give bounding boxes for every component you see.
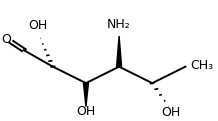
Text: OH: OH: [76, 105, 95, 118]
Text: OH: OH: [161, 106, 181, 119]
Text: CH₃: CH₃: [191, 59, 214, 72]
Text: NH₂: NH₂: [107, 18, 131, 31]
Polygon shape: [83, 83, 89, 107]
Polygon shape: [117, 36, 122, 67]
Text: OH: OH: [29, 19, 48, 32]
Text: O: O: [1, 33, 11, 46]
